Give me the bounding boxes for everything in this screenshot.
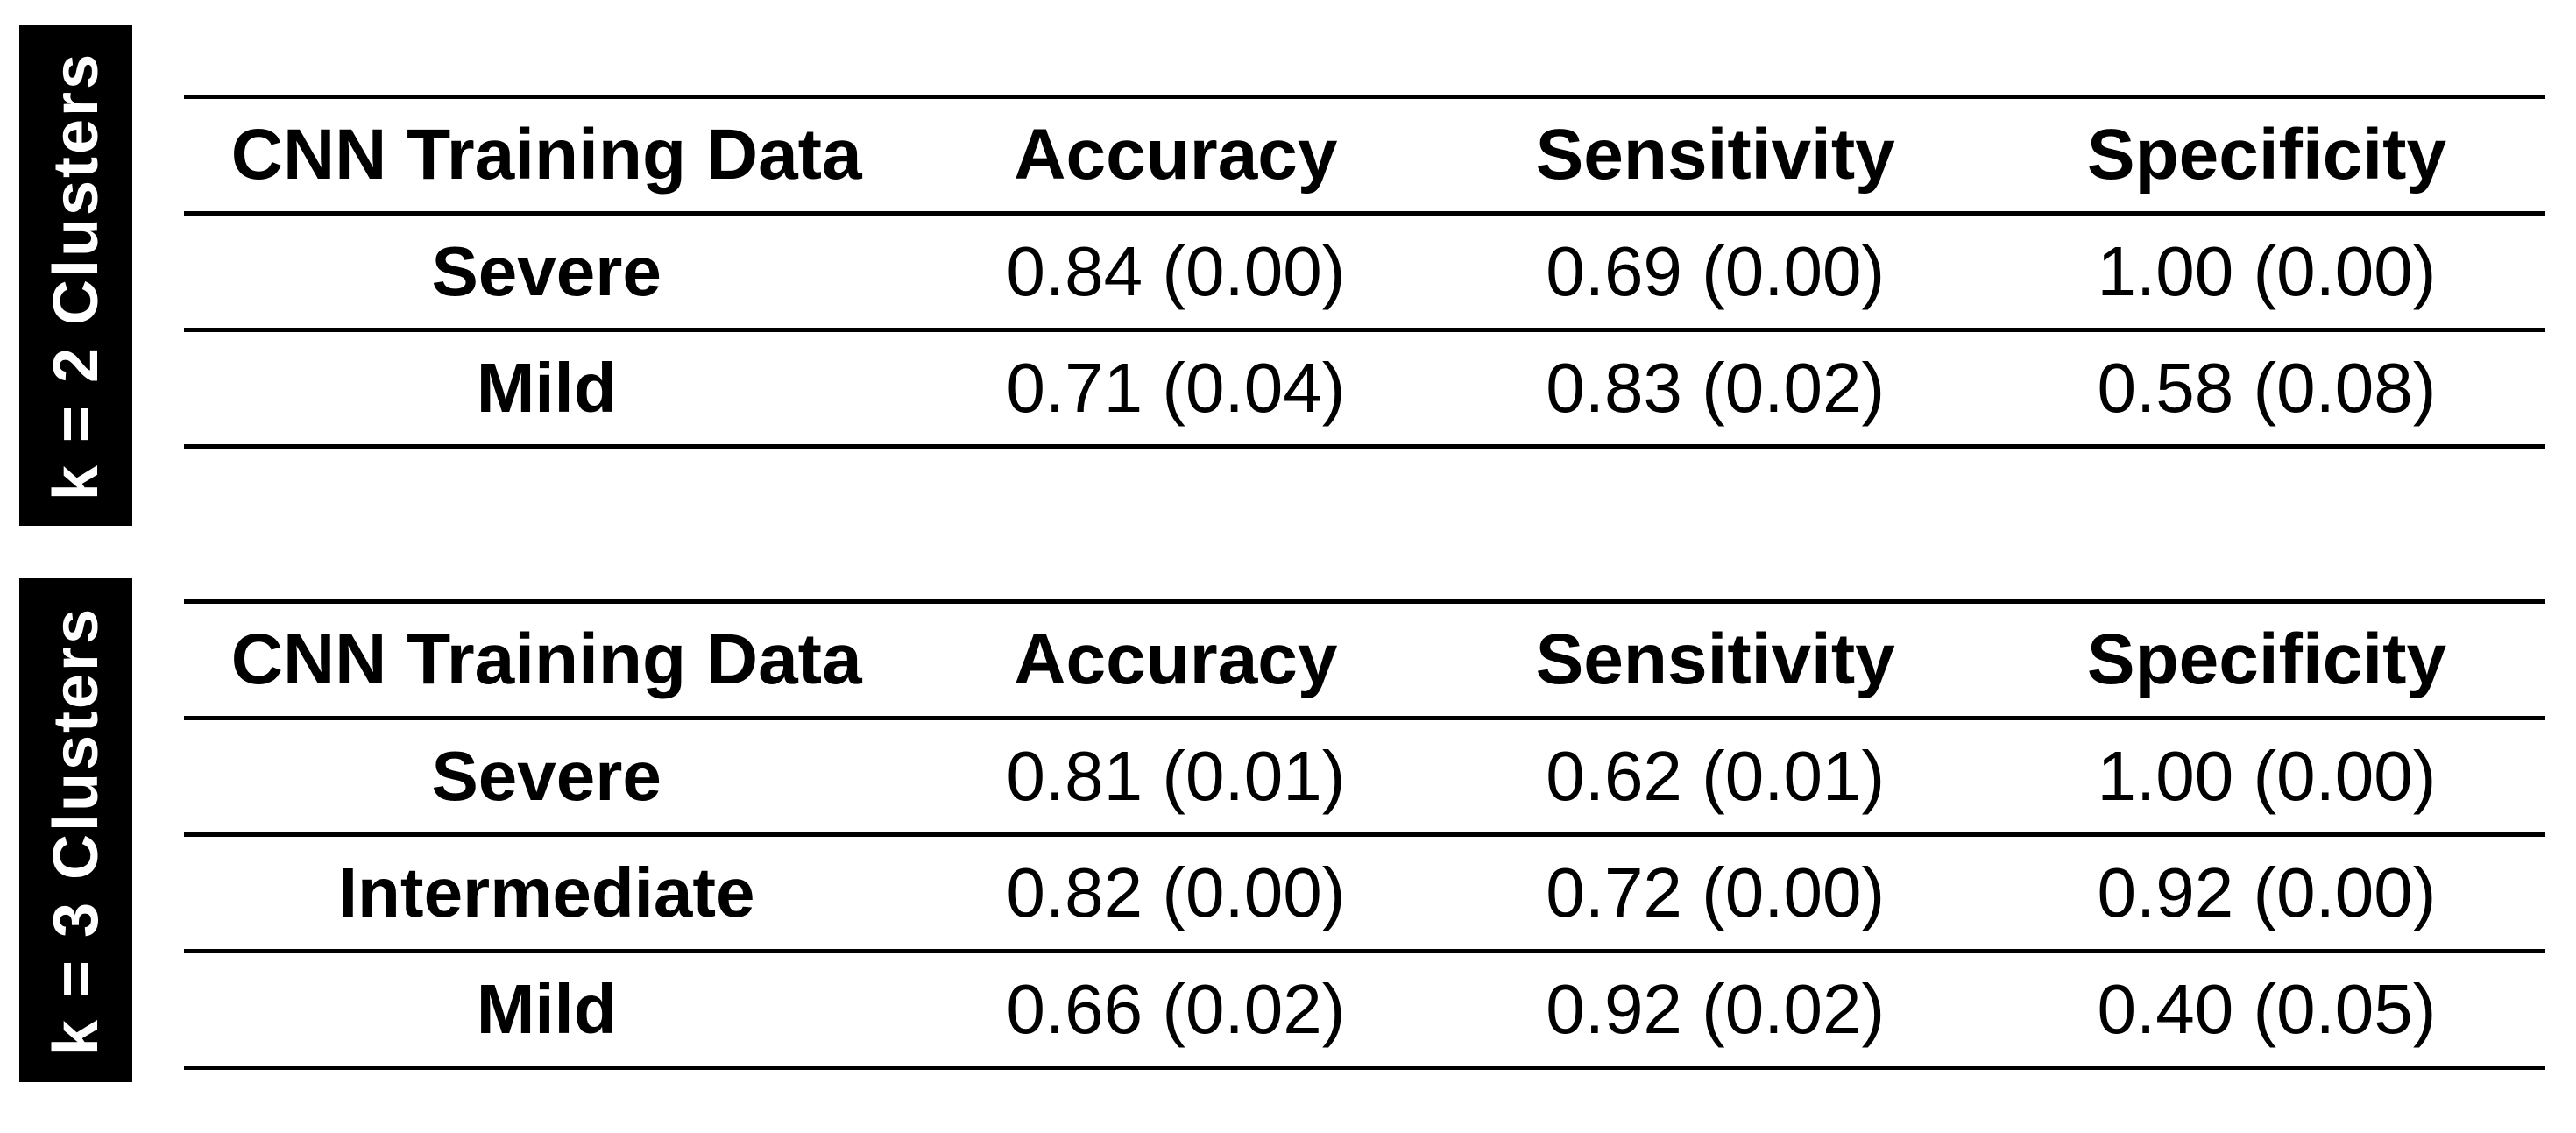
column-header-training-data: CNN Training Data: [230, 115, 862, 195]
cell-specificity: 1.00 (0.00): [2097, 737, 2437, 815]
cell-accuracy: 0.71 (0.04): [1006, 349, 1346, 427]
group-label-k3-clusters: k = 3 Clusters: [19, 578, 132, 1082]
row-label-severe: Severe: [431, 232, 662, 310]
column-header-specificity: Specificity: [2086, 115, 2447, 195]
table-row: Severe 0.84 (0.00) 0.69 (0.00) 1.00 (0.0…: [184, 214, 2545, 330]
group-label-k2-clusters: k = 2 Clusters: [19, 25, 132, 526]
table-header-row: CNN Training Data Accuracy Sensitivity S…: [184, 602, 2545, 719]
column-header-accuracy: Accuracy: [1014, 115, 1338, 195]
cell-sensitivity: 0.69 (0.00): [1546, 232, 1886, 310]
table-row: Severe 0.81 (0.01) 0.62 (0.01) 1.00 (0.0…: [184, 719, 2545, 835]
cell-sensitivity: 0.83 (0.02): [1546, 349, 1886, 427]
results-table-k3: CNN Training Data Accuracy Sensitivity S…: [184, 599, 2545, 1070]
column-header-sensitivity: Sensitivity: [1535, 115, 1895, 195]
column-header-accuracy: Accuracy: [1014, 620, 1338, 699]
row-label-severe: Severe: [431, 737, 662, 815]
cell-accuracy: 0.84 (0.00): [1006, 232, 1346, 310]
cell-specificity: 0.40 (0.05): [2097, 970, 2437, 1048]
cell-specificity: 1.00 (0.00): [2097, 232, 2437, 310]
cell-accuracy: 0.66 (0.02): [1006, 970, 1346, 1048]
cell-sensitivity: 0.62 (0.01): [1546, 737, 1886, 815]
group-label-k2-text: k = 2 Clusters: [40, 51, 111, 500]
table-row: Mild 0.71 (0.04) 0.83 (0.02) 0.58 (0.08): [184, 330, 2545, 447]
cell-accuracy: 0.81 (0.01): [1006, 737, 1346, 815]
cell-accuracy: 0.82 (0.00): [1006, 853, 1346, 931]
cell-specificity: 0.92 (0.00): [2097, 853, 2437, 931]
row-label-mild: Mild: [476, 349, 617, 427]
cell-sensitivity: 0.92 (0.02): [1546, 970, 1886, 1048]
table-header-row: CNN Training Data Accuracy Sensitivity S…: [184, 97, 2545, 214]
cell-sensitivity: 0.72 (0.00): [1546, 853, 1886, 931]
column-header-sensitivity: Sensitivity: [1535, 620, 1895, 699]
cell-specificity: 0.58 (0.08): [2097, 349, 2437, 427]
group-label-k3-text: k = 3 Clusters: [40, 605, 111, 1055]
column-header-training-data: CNN Training Data: [230, 620, 862, 699]
column-header-specificity: Specificity: [2086, 620, 2447, 699]
results-table-k2: CNN Training Data Accuracy Sensitivity S…: [184, 95, 2545, 449]
table-row: Intermediate 0.82 (0.00) 0.72 (0.00) 0.9…: [184, 835, 2545, 952]
row-label-intermediate: Intermediate: [337, 853, 755, 931]
table-row: Mild 0.66 (0.02) 0.92 (0.02) 0.40 (0.05): [184, 952, 2545, 1068]
row-label-mild: Mild: [476, 970, 617, 1048]
